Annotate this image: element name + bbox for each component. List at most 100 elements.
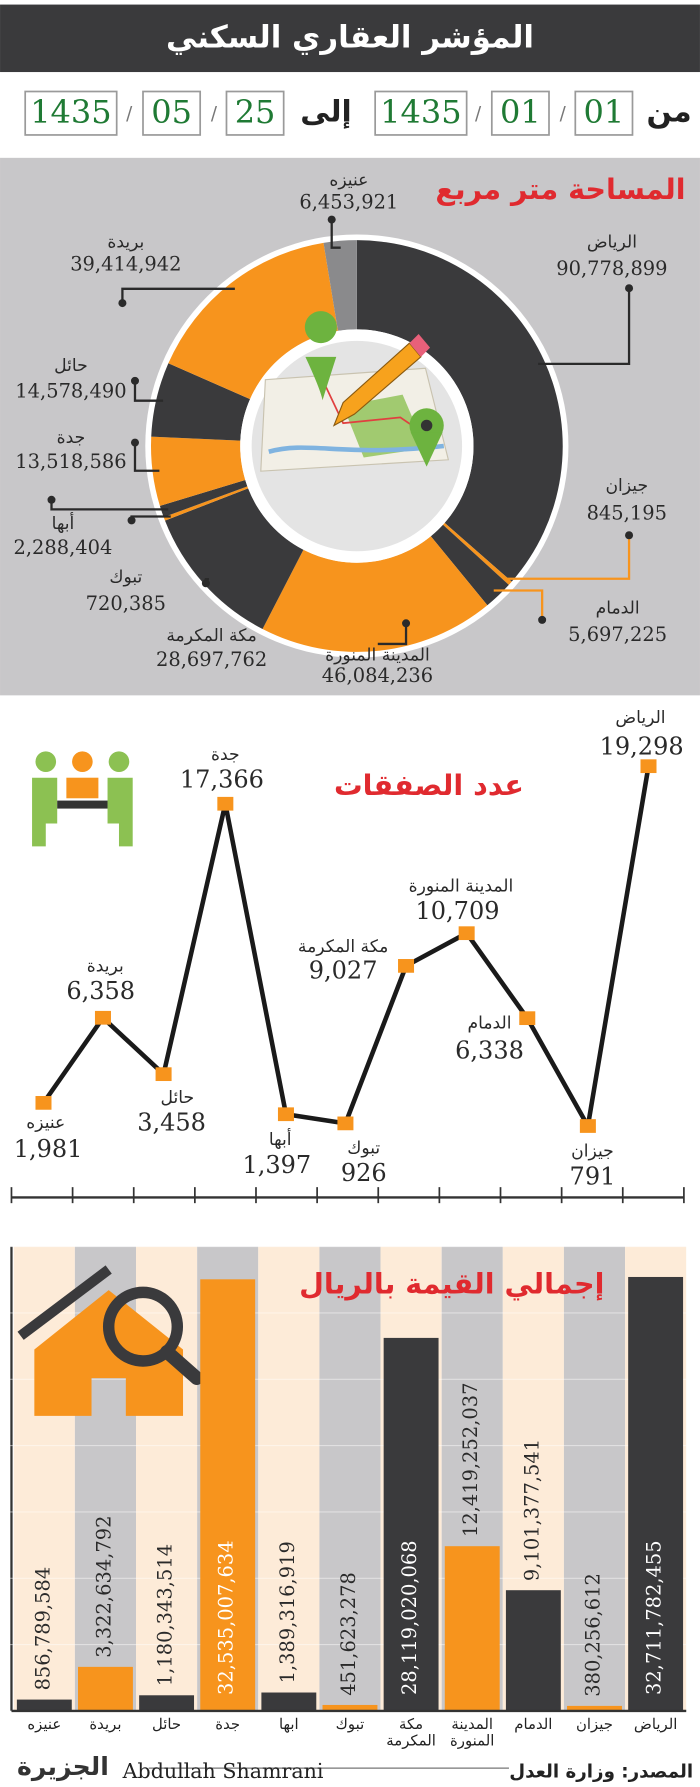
leader-dot: [625, 531, 634, 540]
point-label: بريدة: [87, 956, 124, 976]
leader-line: [133, 442, 160, 472]
leader-line: [493, 589, 544, 620]
slice-label: جدة: [57, 428, 86, 448]
donut-slice: [165, 488, 304, 630]
leader-dot: [47, 495, 56, 504]
logo: الجزيرة: [17, 1752, 109, 1782]
slice-value: 2,288,404: [13, 536, 112, 559]
from-label: من: [647, 95, 692, 130]
point-value: 9,027: [309, 957, 378, 985]
chart-title: المساحة متر مربع: [435, 172, 685, 206]
donut-slice: [150, 436, 246, 506]
line-marker: [458, 926, 475, 941]
slice-label: عنيزه: [329, 171, 368, 191]
x-tick-label: حائل: [152, 1717, 182, 1734]
category-box: بريدة: [89, 1718, 121, 1733]
date-separator: /: [211, 103, 218, 124]
bar: [444, 1546, 500, 1711]
date-box: [24, 90, 118, 136]
slice-value: 46,084,236: [322, 664, 433, 687]
bar-value: 1,389,316,919: [276, 1541, 299, 1683]
date-part: 25: [235, 93, 276, 131]
point-label: المدينة المنورة: [409, 876, 514, 896]
to-label: إلى: [300, 95, 351, 130]
line-marker: [277, 1107, 294, 1122]
slice-label: بريدة: [107, 232, 144, 252]
point-label: مكة المكرمة: [298, 937, 388, 957]
line-marker: [640, 759, 657, 774]
header-bar: [0, 4, 700, 73]
bar: [322, 1704, 378, 1711]
leader-dot: [118, 299, 127, 308]
point-value: 17,366: [180, 766, 264, 794]
leader-line: [133, 380, 164, 402]
line-marker: [35, 1096, 52, 1110]
slice-value: 845,195: [587, 502, 667, 525]
line-marker: [579, 1119, 596, 1133]
leader-dot: [402, 619, 411, 628]
point-value: 19,298: [600, 732, 684, 760]
point-value: 3,458: [137, 1109, 206, 1137]
line-marker: [519, 1011, 536, 1026]
point-label: جيزان: [571, 1142, 614, 1162]
bar: [383, 1337, 439, 1711]
slice-value: 5,697,225: [568, 623, 667, 646]
slice-value: 14,578,490: [15, 379, 126, 402]
bar: [261, 1692, 317, 1711]
icon: [66, 777, 99, 799]
icon: [108, 751, 130, 772]
slice-value: 90,778,899: [556, 257, 667, 280]
date-separator: /: [126, 103, 133, 124]
donut-slice: [163, 486, 249, 521]
line-marker: [337, 1116, 354, 1131]
leader-dot: [625, 284, 634, 293]
slice-label: الدمام: [596, 598, 640, 618]
line-marker: [94, 1010, 111, 1025]
author: Abdullah Shamrani: [122, 1759, 324, 1783]
map-road: [268, 443, 445, 454]
slice-label: أبها: [52, 512, 75, 534]
point-value: 1,981: [14, 1135, 83, 1163]
page-title: المؤشر العقاري السكني: [166, 19, 534, 55]
slice-label: الرياض: [587, 232, 637, 252]
leader-dot: [130, 438, 139, 447]
chart-title: إجمالي القيمة بالريال: [299, 1266, 604, 1301]
line-marker: [398, 959, 415, 973]
bar: [139, 1695, 195, 1711]
leader-dot: [201, 579, 210, 588]
slice-label: مكة المكرمة: [166, 626, 256, 646]
category-box: تبوك: [336, 1718, 365, 1733]
date-part: 01: [584, 93, 625, 131]
bar-value: 380,256,612: [581, 1573, 604, 1697]
date-part: 1435: [380, 93, 461, 131]
x-tick-label: أبها: [279, 1717, 299, 1734]
map-park: [343, 394, 426, 458]
date-box: [490, 90, 550, 136]
x-tick-label: الدمام: [514, 1717, 553, 1734]
slice-value: 28,697,762: [156, 648, 267, 671]
date-separator: /: [475, 103, 482, 124]
donut-slice: [151, 363, 251, 441]
bar: [78, 1666, 133, 1711]
x-tick-label: مكة المكرمة: [386, 1717, 436, 1750]
point-value: 6,358: [66, 977, 135, 1005]
slice-label: المدينة المنورة: [325, 645, 430, 665]
chart-title: عدد الصفقات: [334, 768, 524, 802]
point-value: 791: [570, 1162, 616, 1190]
leader-line: [538, 288, 631, 365]
date-part: 1435: [30, 93, 111, 131]
donut-slice: [323, 240, 357, 331]
category-box: حائل: [152, 1717, 182, 1734]
slice-value: 39,414,942: [70, 252, 181, 275]
category-box: المدينة المنورة: [450, 1718, 494, 1749]
category-box: الرياض: [634, 1718, 678, 1733]
bar-value: 32,711,782,455: [643, 1540, 666, 1695]
pin: [304, 311, 337, 401]
x-tick-label: جيزان: [576, 1717, 613, 1734]
category-box: جيزان: [576, 1717, 613, 1734]
icon: [35, 751, 57, 772]
point-value: 926: [341, 1159, 387, 1187]
slice-value: 720,385: [86, 592, 166, 615]
point-value: 10,709: [416, 897, 500, 925]
